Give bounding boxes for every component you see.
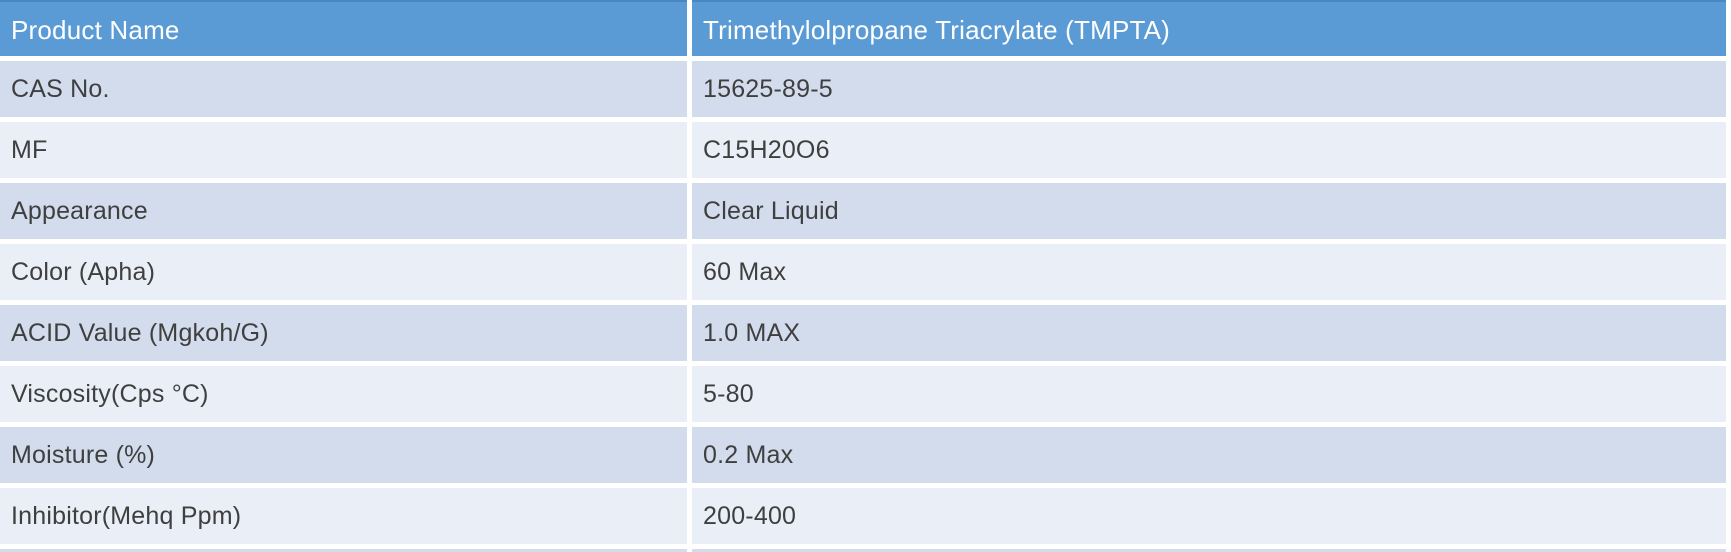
row-label-cell: Appearance [0, 183, 687, 239]
table-row: Appearance Clear Liquid [0, 183, 1726, 239]
table-row: CAS No. 15625-89-5 [0, 61, 1726, 117]
table-row: MF C15H20O6 [0, 122, 1726, 178]
row-value-cell: Clear Liquid [692, 183, 1726, 239]
row-value-cell: 5-80 [692, 366, 1726, 422]
row-label-cell: CAS No. [0, 61, 687, 117]
table-body: CAS No. 15625-89-5 MF C15H20O6 Appearanc… [0, 61, 1726, 544]
row-label-cell: MF [0, 122, 687, 178]
row-value-cell: 200-400 [692, 488, 1726, 544]
table-row: Inhibitor(Mehq Ppm) 200-400 [0, 488, 1726, 544]
partial-label-cell [0, 549, 687, 552]
row-label-cell: Viscosity(Cps °C) [0, 366, 687, 422]
row-value-cell: 0.2 Max [692, 427, 1726, 483]
row-label-cell: ACID Value (Mgkoh/G) [0, 305, 687, 361]
partial-next-row [0, 549, 1726, 552]
row-value-cell: 1.0 MAX [692, 305, 1726, 361]
table-row: Moisture (%) 0.2 Max [0, 427, 1726, 483]
row-value-cell: C15H20O6 [692, 122, 1726, 178]
table-row: Viscosity(Cps °C) 5-80 [0, 366, 1726, 422]
header-product-name-cell: Trimethylolpropane Triacrylate (TMPTA) [692, 0, 1726, 56]
row-label-cell: Color (Apha) [0, 244, 687, 300]
partial-value-cell [692, 549, 1726, 552]
header-property-cell: Product Name [0, 0, 687, 56]
table-row: ACID Value (Mgkoh/G) 1.0 MAX [0, 305, 1726, 361]
row-value-cell: 15625-89-5 [692, 61, 1726, 117]
row-value-cell: 60 Max [692, 244, 1726, 300]
table-row: Color (Apha) 60 Max [0, 244, 1726, 300]
row-label-cell: Moisture (%) [0, 427, 687, 483]
row-label-cell: Inhibitor(Mehq Ppm) [0, 488, 687, 544]
table-header-row: Product Name Trimethylolpropane Triacryl… [0, 0, 1726, 56]
